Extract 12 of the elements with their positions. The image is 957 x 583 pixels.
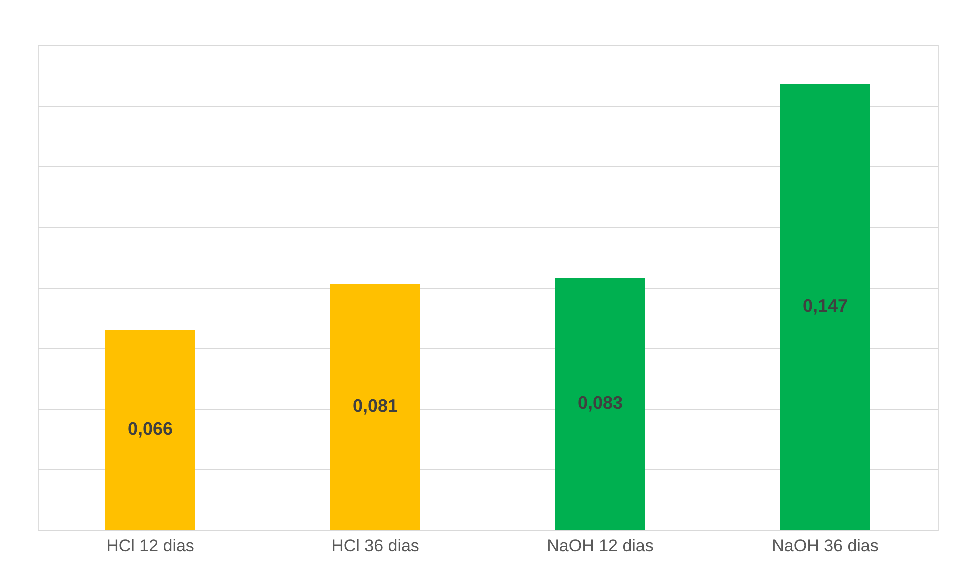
x-tick-label: NaOH 12 dias [547, 536, 654, 556]
bar [330, 284, 420, 530]
data-label: 0,083 [578, 393, 624, 414]
data-label: 0,147 [802, 296, 848, 316]
bar [780, 84, 870, 530]
x-tick-label: HCl 12 dias [106, 536, 194, 556]
x-tick-label: HCl 36 dias [332, 536, 420, 556]
bar [556, 278, 646, 530]
x-tick-label: NaOH 36 dias [772, 536, 879, 556]
bar [106, 330, 196, 530]
data-label: 0,081 [352, 396, 398, 416]
data-label: 0,066 [128, 418, 174, 439]
